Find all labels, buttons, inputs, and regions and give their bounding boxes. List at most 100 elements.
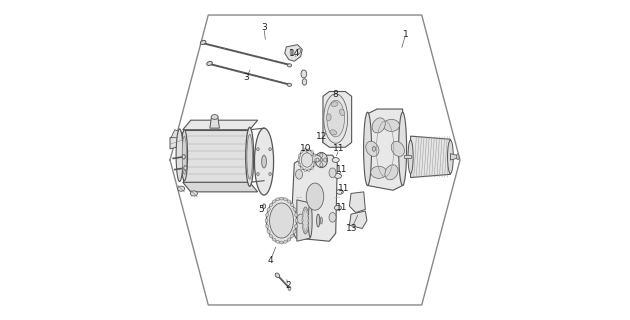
Ellipse shape bbox=[301, 70, 307, 78]
Ellipse shape bbox=[313, 163, 316, 166]
Ellipse shape bbox=[287, 200, 291, 203]
Ellipse shape bbox=[266, 198, 297, 243]
Ellipse shape bbox=[366, 141, 379, 156]
Ellipse shape bbox=[302, 220, 304, 222]
Ellipse shape bbox=[306, 183, 324, 210]
Ellipse shape bbox=[190, 191, 197, 196]
Ellipse shape bbox=[247, 134, 253, 179]
Ellipse shape bbox=[184, 166, 187, 170]
Ellipse shape bbox=[317, 214, 320, 227]
Ellipse shape bbox=[280, 197, 284, 200]
Ellipse shape bbox=[306, 208, 307, 211]
Ellipse shape bbox=[329, 212, 336, 222]
Ellipse shape bbox=[335, 173, 341, 178]
Ellipse shape bbox=[336, 189, 343, 194]
Polygon shape bbox=[350, 211, 367, 228]
Ellipse shape bbox=[293, 229, 296, 234]
Ellipse shape bbox=[302, 228, 304, 230]
Polygon shape bbox=[183, 120, 258, 130]
Polygon shape bbox=[323, 92, 352, 147]
Ellipse shape bbox=[299, 154, 301, 157]
Ellipse shape bbox=[301, 150, 303, 153]
Text: 11: 11 bbox=[338, 184, 350, 193]
Ellipse shape bbox=[207, 61, 212, 66]
Ellipse shape bbox=[305, 232, 306, 234]
Ellipse shape bbox=[267, 229, 270, 234]
Ellipse shape bbox=[384, 119, 399, 132]
Ellipse shape bbox=[309, 155, 321, 162]
Ellipse shape bbox=[320, 153, 323, 157]
Polygon shape bbox=[183, 182, 258, 192]
Ellipse shape bbox=[295, 170, 302, 179]
Ellipse shape bbox=[295, 224, 297, 228]
Ellipse shape bbox=[299, 163, 301, 166]
Ellipse shape bbox=[307, 211, 308, 213]
Ellipse shape bbox=[326, 114, 331, 121]
Text: 13: 13 bbox=[346, 224, 357, 233]
Text: 14: 14 bbox=[289, 49, 300, 58]
Ellipse shape bbox=[290, 234, 294, 238]
Ellipse shape bbox=[295, 213, 297, 217]
Ellipse shape bbox=[261, 155, 266, 168]
Ellipse shape bbox=[321, 217, 323, 224]
Ellipse shape bbox=[308, 148, 310, 151]
Ellipse shape bbox=[306, 231, 307, 233]
Polygon shape bbox=[183, 130, 249, 182]
Ellipse shape bbox=[320, 163, 323, 167]
Text: 11: 11 bbox=[336, 203, 348, 212]
Text: 5: 5 bbox=[258, 205, 264, 214]
Ellipse shape bbox=[288, 286, 291, 291]
Ellipse shape bbox=[335, 205, 341, 210]
Ellipse shape bbox=[178, 186, 185, 191]
Ellipse shape bbox=[311, 150, 313, 153]
Ellipse shape bbox=[302, 207, 309, 234]
Ellipse shape bbox=[372, 147, 375, 151]
Ellipse shape bbox=[305, 207, 306, 210]
Ellipse shape bbox=[181, 130, 188, 181]
Ellipse shape bbox=[340, 109, 345, 116]
Ellipse shape bbox=[265, 219, 268, 223]
Ellipse shape bbox=[302, 215, 304, 217]
Text: 12: 12 bbox=[316, 132, 328, 140]
Ellipse shape bbox=[331, 102, 338, 107]
Text: 8: 8 bbox=[333, 90, 338, 99]
Ellipse shape bbox=[308, 169, 310, 172]
Ellipse shape bbox=[332, 158, 339, 162]
Polygon shape bbox=[171, 130, 183, 138]
Ellipse shape bbox=[302, 224, 304, 226]
Ellipse shape bbox=[256, 148, 259, 151]
Ellipse shape bbox=[182, 155, 185, 159]
Ellipse shape bbox=[307, 220, 309, 222]
Ellipse shape bbox=[302, 211, 304, 213]
Polygon shape bbox=[411, 136, 450, 178]
Text: 10: 10 bbox=[300, 144, 311, 153]
Ellipse shape bbox=[304, 148, 306, 151]
Ellipse shape bbox=[324, 94, 348, 143]
Ellipse shape bbox=[314, 159, 316, 161]
Ellipse shape bbox=[263, 204, 266, 208]
Ellipse shape bbox=[297, 49, 301, 53]
Ellipse shape bbox=[295, 219, 298, 223]
Ellipse shape bbox=[293, 208, 296, 212]
Ellipse shape bbox=[304, 208, 305, 211]
Ellipse shape bbox=[276, 198, 280, 201]
Polygon shape bbox=[450, 154, 457, 160]
Ellipse shape bbox=[287, 83, 292, 86]
Ellipse shape bbox=[329, 168, 336, 178]
Ellipse shape bbox=[200, 40, 206, 44]
Ellipse shape bbox=[316, 152, 328, 168]
Polygon shape bbox=[170, 134, 183, 149]
Ellipse shape bbox=[176, 129, 183, 181]
Ellipse shape bbox=[307, 228, 308, 230]
Ellipse shape bbox=[313, 154, 316, 157]
Text: 4: 4 bbox=[268, 256, 273, 265]
Ellipse shape bbox=[330, 130, 336, 135]
Text: 11: 11 bbox=[336, 165, 348, 174]
Ellipse shape bbox=[304, 231, 305, 233]
Ellipse shape bbox=[275, 273, 280, 278]
Ellipse shape bbox=[371, 166, 387, 178]
Text: 2: 2 bbox=[285, 281, 290, 290]
Ellipse shape bbox=[255, 128, 273, 195]
Polygon shape bbox=[210, 117, 219, 128]
Polygon shape bbox=[404, 155, 411, 158]
